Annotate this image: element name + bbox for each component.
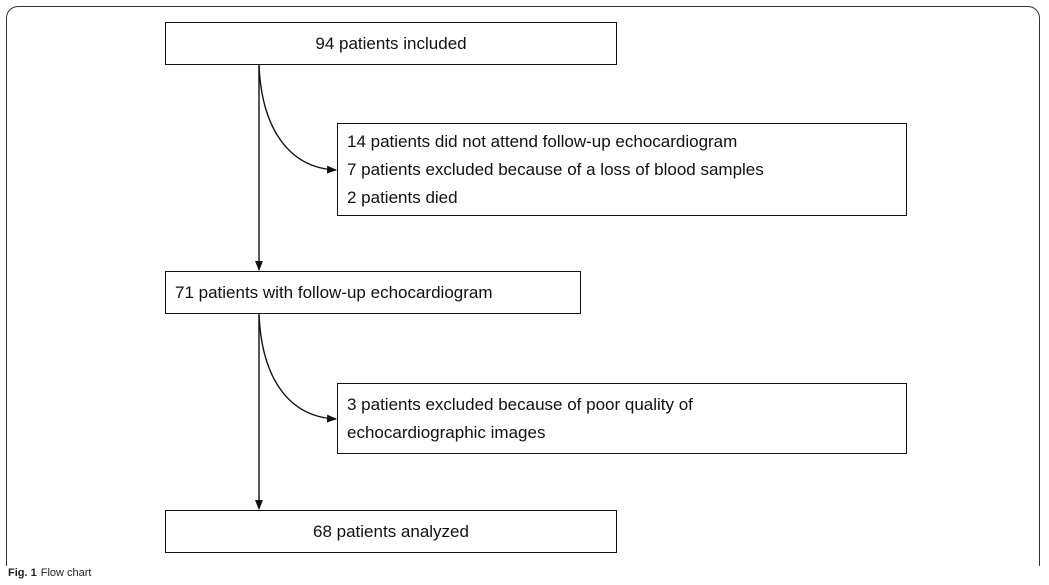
box-text: 94 patients included [315,33,467,53]
flow-box: 94 patients included [165,22,617,65]
box-text: 3 patients excluded because of poor qual… [347,394,693,414]
caption-label: Fig. 1 [8,567,37,579]
exclusion-box: 3 patients excluded because of poor qual… [337,383,907,454]
arrow [258,314,337,423]
caption-text: Flow chart [40,567,92,579]
flow-box: 71 patients with follow-up echocardiogra… [165,271,581,314]
box-text: 68 patients analyzed [313,521,469,541]
arrow [258,65,337,174]
caption: Fig. 1 Flow chart [8,567,91,579]
figure-frame [6,6,1040,566]
box-text: 71 patients with follow-up echocardiogra… [175,282,493,302]
exclusion-box: 14 patients did not attend follow-up ech… [337,123,907,216]
flow-box: 68 patients analyzed [165,510,617,553]
box-text: 2 patients died [347,187,458,207]
box-text: 14 patients did not attend follow-up ech… [347,131,738,151]
box-text: 7 patients excluded because of a loss of… [347,159,764,179]
box-text: echocardiographic images [347,422,546,442]
